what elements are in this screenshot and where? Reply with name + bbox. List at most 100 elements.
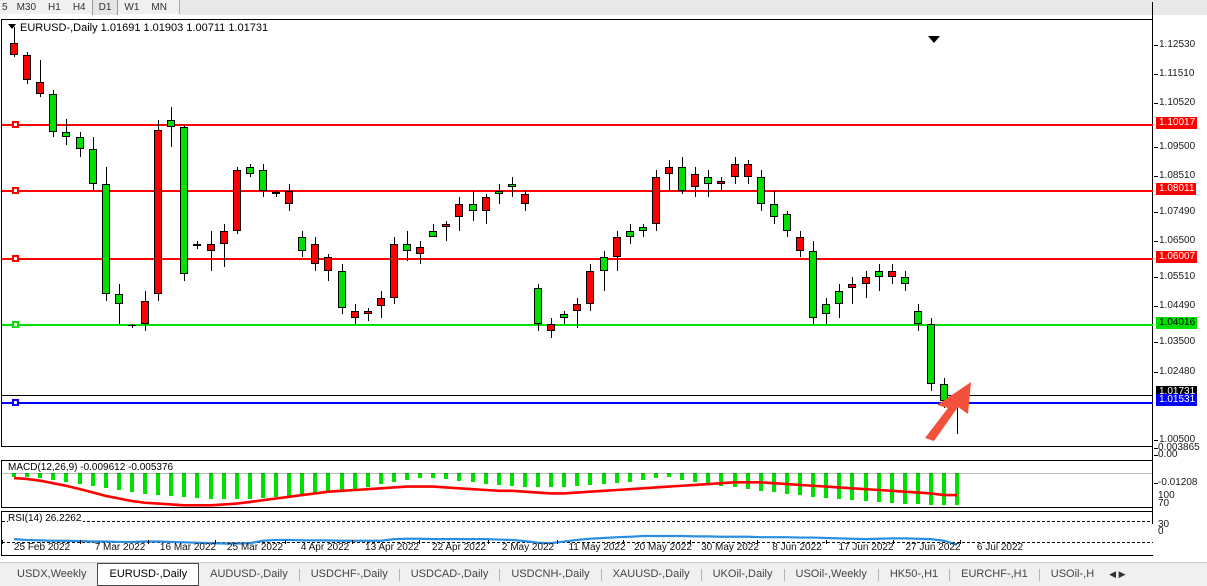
triangle-down-marker-icon[interactable] — [928, 36, 940, 43]
macd-histogram-bar — [615, 473, 619, 483]
candle-wick — [171, 106, 172, 148]
tab-divider — [398, 569, 400, 581]
level-line-110017[interactable] — [2, 124, 1153, 126]
bullish-arrow-annotation[interactable] — [922, 380, 982, 442]
level-line-108011[interactable] — [2, 190, 1153, 192]
macd-histogram-bar — [654, 473, 658, 479]
macd-histogram-bar — [12, 473, 16, 477]
chart-tab-usdx-weekly[interactable]: USDX,Weekly — [17, 568, 87, 580]
macd-histogram-bar — [195, 473, 199, 499]
price-badge-108011[interactable]: 1.08011 — [1156, 183, 1197, 195]
macd-pane[interactable]: MACD(12,26,9) -0.009612 -0.005376 — [1, 460, 1153, 508]
candlestick-series — [2, 20, 1153, 446]
chart-tab-ukoil-daily[interactable]: UKOil-,Daily — [712, 568, 773, 580]
timeframe-button-m30[interactable]: M30 — [16, 1, 37, 13]
chart-tab-usdcnh-daily[interactable]: USDCNH-,Daily — [511, 568, 590, 580]
chart-tab-xauusd-daily[interactable]: XAUUSD-,Daily — [612, 568, 690, 580]
price-tick — [1154, 306, 1158, 307]
candle-body-down — [442, 223, 450, 228]
date-label: 11 May 2022 — [568, 542, 626, 553]
macd-axis-tick — [1154, 455, 1158, 456]
candle-body-up — [403, 244, 411, 251]
candle-body-up — [626, 230, 634, 238]
macd-histogram-bar — [850, 473, 854, 501]
macd-histogram-bar — [562, 473, 566, 487]
price-badge-106007[interactable]: 1.06007 — [1156, 251, 1198, 263]
price-badge-104016[interactable]: 1.04016 — [1156, 317, 1198, 329]
macd-axis-tick — [1154, 448, 1158, 449]
timeframe-button-mn[interactable]: MN — [151, 1, 167, 13]
level-handle-101531[interactable] — [12, 399, 19, 406]
chart-tab-eurchf-h1[interactable]: EURCHF-,H1 — [961, 568, 1028, 580]
candle-wick — [446, 220, 447, 241]
chart-tab-usoil-weekly[interactable]: USOil-,Weekly — [795, 568, 867, 580]
level-handle-104016[interactable] — [12, 321, 19, 328]
macd-histogram-bar — [916, 473, 920, 505]
macd-histogram-bar — [117, 473, 121, 491]
macd-histogram-bar — [602, 473, 606, 485]
candle-wick — [564, 310, 565, 325]
level-line-106007[interactable] — [2, 258, 1153, 260]
chart-area[interactable]: EURUSD-,Daily 1.01691 1.01903 1.00711 1.… — [0, 2, 1207, 556]
price-badge-110017[interactable]: 1.10017 — [1156, 117, 1198, 129]
timeframe-button-h4[interactable]: H4 — [72, 1, 86, 13]
date-axis[interactable]: 25 Feb 2022 7 Mar 2022 16 Mar 2022 25 Mar 2… — [0, 540, 1153, 560]
candle-body-down — [154, 130, 162, 295]
price-tick — [1154, 372, 1158, 373]
macd-histogram-bar — [484, 473, 488, 484]
macd-histogram-bar — [431, 473, 435, 478]
chart-tab-hk50-h1[interactable]: HK50-,H1 — [889, 568, 939, 580]
timeframe-button-h1[interactable]: H1 — [48, 1, 61, 13]
toolbar-separator — [178, 0, 180, 14]
level-line-101531[interactable] — [2, 402, 1153, 404]
candle-wick — [224, 223, 225, 268]
candle-body-down — [36, 81, 44, 94]
timeframe-button-5[interactable]: 5 — [2, 1, 8, 13]
chart-tab-usdcad-daily[interactable]: USDCAD-,Daily — [410, 568, 489, 580]
level-handle-108011[interactable] — [12, 187, 19, 194]
macd-histogram-bar — [340, 473, 344, 491]
date-tick — [488, 540, 489, 544]
price-tick-label: 1.11510 — [1159, 68, 1195, 79]
macd-histogram-bar — [680, 473, 684, 481]
level-handle-110017[interactable] — [12, 121, 19, 128]
candle-body-down — [731, 163, 739, 178]
date-label: 22 Apr 2022 — [432, 542, 486, 553]
candle-body-down — [207, 244, 215, 251]
macd-histogram-bar — [955, 473, 959, 505]
tab-divider — [949, 569, 951, 581]
macd-histogram-bar — [864, 473, 868, 502]
price-pane[interactable]: EURUSD-,Daily 1.01691 1.01903 1.00711 1.… — [1, 19, 1153, 447]
candle-body-up — [272, 192, 280, 195]
tab-scroll-arrows[interactable]: ◀ ▶ — [1109, 569, 1126, 579]
price-axis[interactable]: 1.12530 1.11510 1.10520 1.09500 1.08510 1.074… — [1154, 17, 1207, 541]
chart-tab-audusd-daily[interactable]: AUDUSD-,Daily — [210, 568, 288, 580]
timeframe-button-d1[interactable]: D1 — [91, 0, 119, 15]
price-tick — [1154, 342, 1158, 343]
date-label: 27 Jun 2022 — [905, 542, 961, 553]
candle-body-down — [665, 167, 673, 174]
date-label: 2 May 2022 — [501, 542, 555, 553]
candle-wick — [643, 223, 644, 238]
macd-histogram-bar — [313, 473, 317, 494]
rsi-pane[interactable]: RSI(14) 26.2262 — [1, 511, 1153, 556]
candle-body-up — [600, 257, 608, 271]
candle-wick — [721, 177, 722, 191]
date-tick — [148, 540, 149, 544]
chart-tab-usoil-h[interactable]: USOil-,H — [1050, 568, 1095, 580]
chart-tab-bar[interactable]: USDX,Weekly EURUSD-,Daily AUDUSD-,Daily USD… — [0, 562, 1207, 586]
candle-body-down — [220, 230, 228, 245]
price-badge-101531[interactable]: 1.01531 — [1156, 394, 1198, 406]
triangle-down-icon[interactable] — [8, 24, 16, 29]
candle-body-down — [193, 244, 201, 247]
macd-histogram-bar — [706, 473, 710, 484]
date-label: 13 Apr 2022 — [365, 542, 419, 553]
tab-divider — [1038, 569, 1040, 581]
chart-tab-eurusd-daily[interactable]: EURUSD-,Daily — [97, 563, 200, 586]
chart-tab-usdchf-daily[interactable]: USDCHF-,Daily — [310, 568, 388, 580]
timeframe-button-w1[interactable]: W1 — [124, 1, 140, 13]
level-handle-106007[interactable] — [12, 255, 19, 262]
macd-histogram-bar — [353, 473, 357, 489]
candle-body-up — [62, 132, 70, 138]
